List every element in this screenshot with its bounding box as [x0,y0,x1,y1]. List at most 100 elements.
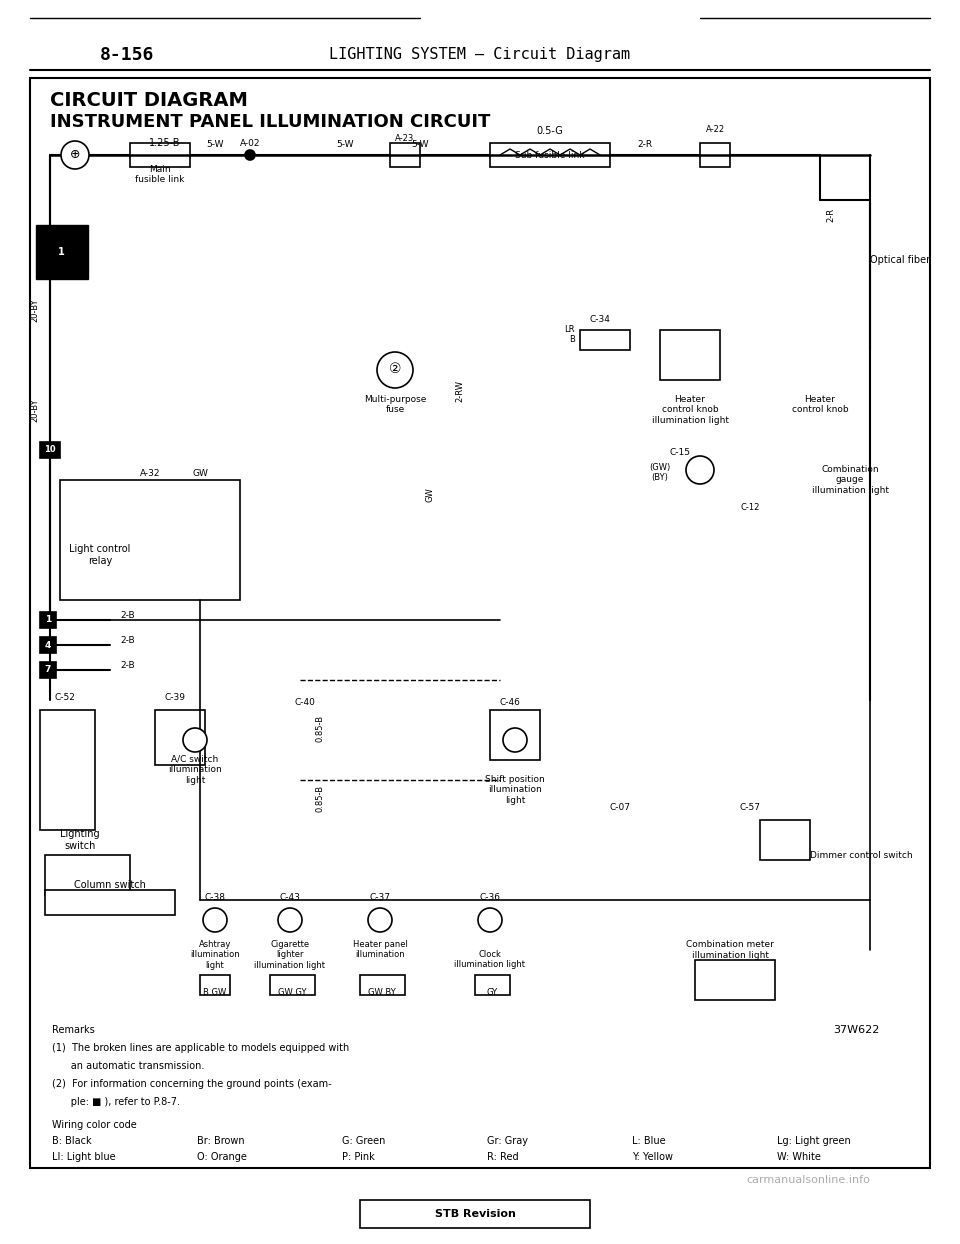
Text: 8-156: 8-156 [100,46,155,63]
Text: C-07: C-07 [610,802,631,812]
Text: 2-R: 2-R [826,208,835,223]
Bar [45,855,130,894]
Bar [155,710,205,765]
Text: G: Green: G: Green [342,1136,385,1146]
Text: 10: 10 [44,445,56,454]
Bar [580,330,630,350]
Text: B: B [569,335,575,345]
Text: 0.85-B: 0.85-B [316,785,324,812]
Text: (1)  The broken lines are applicable to models equipped with: (1) The broken lines are applicable to m… [52,1042,349,1052]
Text: C-46: C-46 [499,698,520,707]
Text: GW GY: GW GY [277,988,306,996]
Circle shape [503,728,527,753]
Text: Heater
control knob
illumination light: Heater control knob illumination light [652,396,729,424]
Text: 5-W: 5-W [206,141,224,149]
Text: W: White: W: White [777,1152,821,1162]
Text: Dimmer control switch: Dimmer control switch [810,851,913,860]
Text: ⊕: ⊕ [70,148,81,162]
Text: 5-W: 5-W [336,141,353,149]
Text: Remarks: Remarks [52,1025,95,1035]
Bar [40,710,95,830]
Text: GW: GW [425,488,435,503]
Text: STB Revision: STB Revision [435,1209,516,1219]
Text: an automatic transmission.: an automatic transmission. [52,1061,204,1071]
Bar [40,442,60,458]
Bar [760,820,810,860]
Bar [660,330,720,379]
Text: 1: 1 [45,616,51,624]
Circle shape [278,908,302,932]
Text: Column switch: Column switch [74,880,146,889]
Bar [360,975,405,995]
Text: Ashtray
illumination
light: Ashtray illumination light [190,940,240,970]
Circle shape [61,141,89,169]
Text: Main
fusible link: Main fusible link [135,165,184,184]
Text: 2-B: 2-B [120,661,134,671]
Bar [360,1200,590,1228]
Circle shape [245,151,255,160]
Text: C-52: C-52 [55,693,76,702]
Text: 7: 7 [45,666,51,674]
Bar [475,975,510,995]
Text: (BY): (BY) [652,473,668,481]
Text: ple: ■ ), refer to P.8-7.: ple: ■ ), refer to P.8-7. [52,1097,180,1107]
Bar [270,975,315,995]
Text: carmanualsonline.info: carmanualsonline.info [746,1176,870,1186]
Text: ②: ② [389,362,401,376]
Bar [695,960,775,1000]
Text: B GW: B GW [204,988,227,996]
Circle shape [44,444,56,457]
Text: O: Orange: O: Orange [197,1152,247,1162]
Text: A-32: A-32 [140,469,160,478]
Text: 2-B: 2-B [120,611,134,620]
Text: 37W622: 37W622 [833,1025,880,1035]
Text: A-23: A-23 [396,134,415,143]
Text: C-37: C-37 [370,893,391,902]
Text: 20-BY: 20-BY [31,299,39,322]
Text: 4: 4 [45,641,51,649]
Text: A/C switch
illumination
light: A/C switch illumination light [168,755,222,785]
Text: C-38: C-38 [204,893,226,902]
Text: 5-W: 5-W [411,141,429,149]
Text: Clock
illumination light: Clock illumination light [454,950,525,969]
Text: B: Black: B: Black [52,1136,91,1146]
Circle shape [203,908,227,932]
Text: 0.5-G: 0.5-G [537,126,564,136]
Text: Heater
control knob: Heater control knob [792,396,849,414]
Circle shape [478,908,502,932]
Text: Cigarette
lighter
illumination light: Cigarette lighter illumination light [254,940,325,970]
Text: LIGHTING SYSTEM – Circuit Diagram: LIGHTING SYSTEM – Circuit Diagram [329,47,631,62]
Bar [700,143,730,167]
Text: Lg: Light green: Lg: Light green [777,1136,851,1146]
Circle shape [368,908,392,932]
Bar [200,975,230,995]
Bar [40,612,56,628]
Text: C-43: C-43 [279,893,300,902]
Text: Shift position
illumination
light: Shift position illumination light [485,775,545,805]
Bar [130,143,190,167]
Circle shape [686,457,714,484]
Bar [490,143,610,167]
Text: C-15: C-15 [669,448,690,457]
Text: Multi-purpose
fuse: Multi-purpose fuse [364,396,426,414]
Circle shape [44,244,56,256]
Text: GY: GY [487,988,497,996]
Text: Sub fusible link: Sub fusible link [516,151,585,159]
Text: CIRCUIT DIAGRAM: CIRCUIT DIAGRAM [50,91,248,109]
Text: 2-B: 2-B [120,636,134,644]
Text: Combination meter
illumination light: Combination meter illumination light [686,940,774,959]
Text: Y: Yellow: Y: Yellow [632,1152,673,1162]
Text: 2-RW: 2-RW [455,379,464,402]
Bar [40,637,56,653]
Bar [390,143,420,167]
Text: 1: 1 [58,248,64,258]
Text: 1.25-B: 1.25-B [149,138,180,148]
Text: Lighting
switch: Lighting switch [60,830,100,851]
Bar [45,889,175,916]
Text: L: Blue: L: Blue [632,1136,665,1146]
Text: LI: Light blue: LI: Light blue [52,1152,115,1162]
Text: 0.85-B: 0.85-B [316,715,324,741]
Bar [30,78,930,1168]
Bar [60,480,240,600]
Text: Light control
relay: Light control relay [69,544,131,566]
